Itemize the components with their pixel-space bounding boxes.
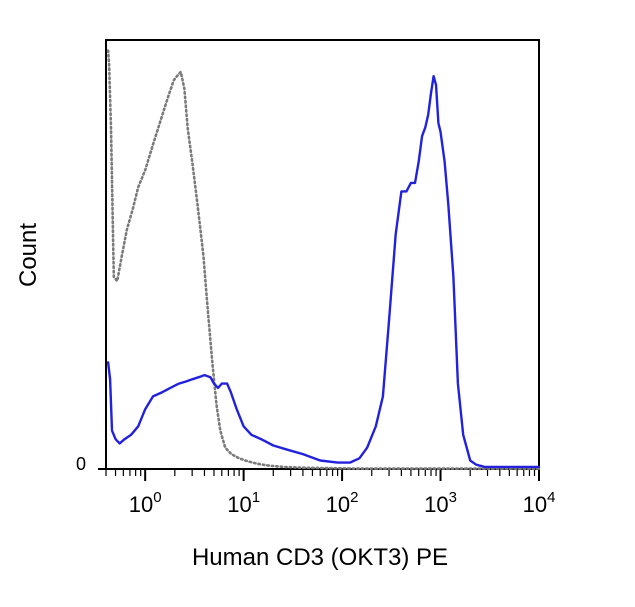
x-tick-label-base: 10 — [227, 492, 251, 517]
y-tick-label: 0 — [76, 454, 86, 474]
x-tick-label-exponent: 4 — [547, 489, 555, 506]
axis-ticks — [98, 468, 540, 481]
x-axis-title: Human CD3 (OKT3) PE — [192, 544, 448, 571]
y-axis-title: Count — [15, 223, 42, 287]
stained-sample-series-line — [106, 74, 541, 469]
y-axis-title-group: Count — [15, 223, 42, 287]
x-tick-label-base: 10 — [326, 492, 350, 517]
series-layer — [106, 49, 541, 470]
x-tick-label-exponent: 0 — [153, 489, 161, 506]
x-tick-label-base: 10 — [129, 492, 153, 517]
x-tick-label-exponent: 1 — [252, 489, 260, 506]
plot-frame — [105, 39, 540, 470]
x-tick-label-exponent: 3 — [449, 489, 457, 506]
x-tick-label: 103 — [424, 489, 457, 517]
x-tick-label-base: 10 — [424, 492, 448, 517]
x-tick-label: 102 — [326, 489, 359, 517]
x-tick-label: 104 — [523, 489, 556, 517]
x-tick-label: 100 — [129, 489, 162, 517]
isotype-control-series-line — [106, 49, 541, 470]
x-tick-label-base: 10 — [523, 492, 547, 517]
x-tick-label-exponent: 2 — [350, 489, 358, 506]
x-tick-label: 101 — [227, 489, 260, 517]
